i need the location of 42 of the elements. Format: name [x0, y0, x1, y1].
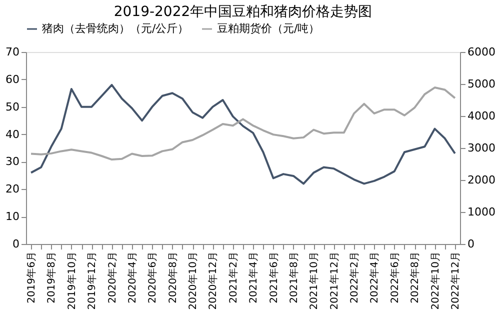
y-tick-label: 60	[6, 72, 20, 86]
y2-tick-label: 0	[468, 238, 474, 250]
x-tick-label: 2019年8月	[46, 252, 58, 304]
x-tick-label: 2022年4月	[368, 252, 381, 304]
y2-tick-label: 1000	[468, 206, 496, 218]
legend-label: 猪肉（去骨统肉）（元/公斤）	[42, 22, 189, 35]
x-tick-label: 2021年8月	[288, 252, 300, 304]
x-tick-label: 2019年12月	[86, 252, 98, 310]
y-tick-label: 10	[6, 210, 20, 224]
y2-tick-label: 6000	[468, 46, 496, 58]
legend-label: 豆粕期货价（元/吨）	[217, 22, 320, 35]
y2-tick-label: 3000	[468, 142, 496, 154]
x-tick-label: 2019年10月	[66, 252, 78, 310]
x-tick-label: 2019年6月	[26, 252, 38, 304]
x-tick-label: 2022年10月	[429, 252, 442, 310]
y-tick-label: 0	[12, 238, 20, 250]
x-tick-label: 2022年6月	[388, 252, 401, 304]
y-tick-label: 70	[6, 46, 20, 58]
y-tick-label: 20	[6, 182, 20, 196]
y2-tick-label: 5000	[468, 78, 496, 90]
line-series	[30, 84, 456, 185]
y-tick-label: 40	[6, 128, 20, 141]
x-tick-label: 2020年10月	[187, 252, 200, 310]
x-tick-label: 2022年8月	[409, 252, 422, 304]
x-tick-label: 2021年2月	[227, 252, 240, 304]
x-tick-label: 2020年8月	[166, 252, 179, 304]
x-tick-label: 2021年4月	[248, 252, 260, 304]
x-tick-label: 2020年12月	[207, 252, 220, 310]
chart-title: 2019-2022年中国豆粕和猪肉价格走势图	[114, 4, 372, 20]
x-tick-label: 2020年6月	[146, 252, 159, 304]
x-tick-label: 2020年4月	[126, 252, 138, 304]
x-tick-label: 2022年12月	[449, 252, 462, 310]
y-tick-label: 30	[6, 155, 20, 168]
y-tick-label: 50	[6, 100, 20, 114]
x-tick-label: 2021年10月	[308, 252, 320, 310]
x-tick-label: 2021年6月	[268, 252, 280, 304]
x-tick-label: 2022年2月	[348, 252, 361, 304]
y2-tick-label: 2000	[468, 174, 496, 186]
y2-tick-label: 4000	[468, 110, 496, 122]
line-series	[30, 86, 456, 161]
x-tick-label: 2020年2月	[106, 252, 118, 304]
x-tick-label: 2021年12月	[328, 252, 340, 310]
